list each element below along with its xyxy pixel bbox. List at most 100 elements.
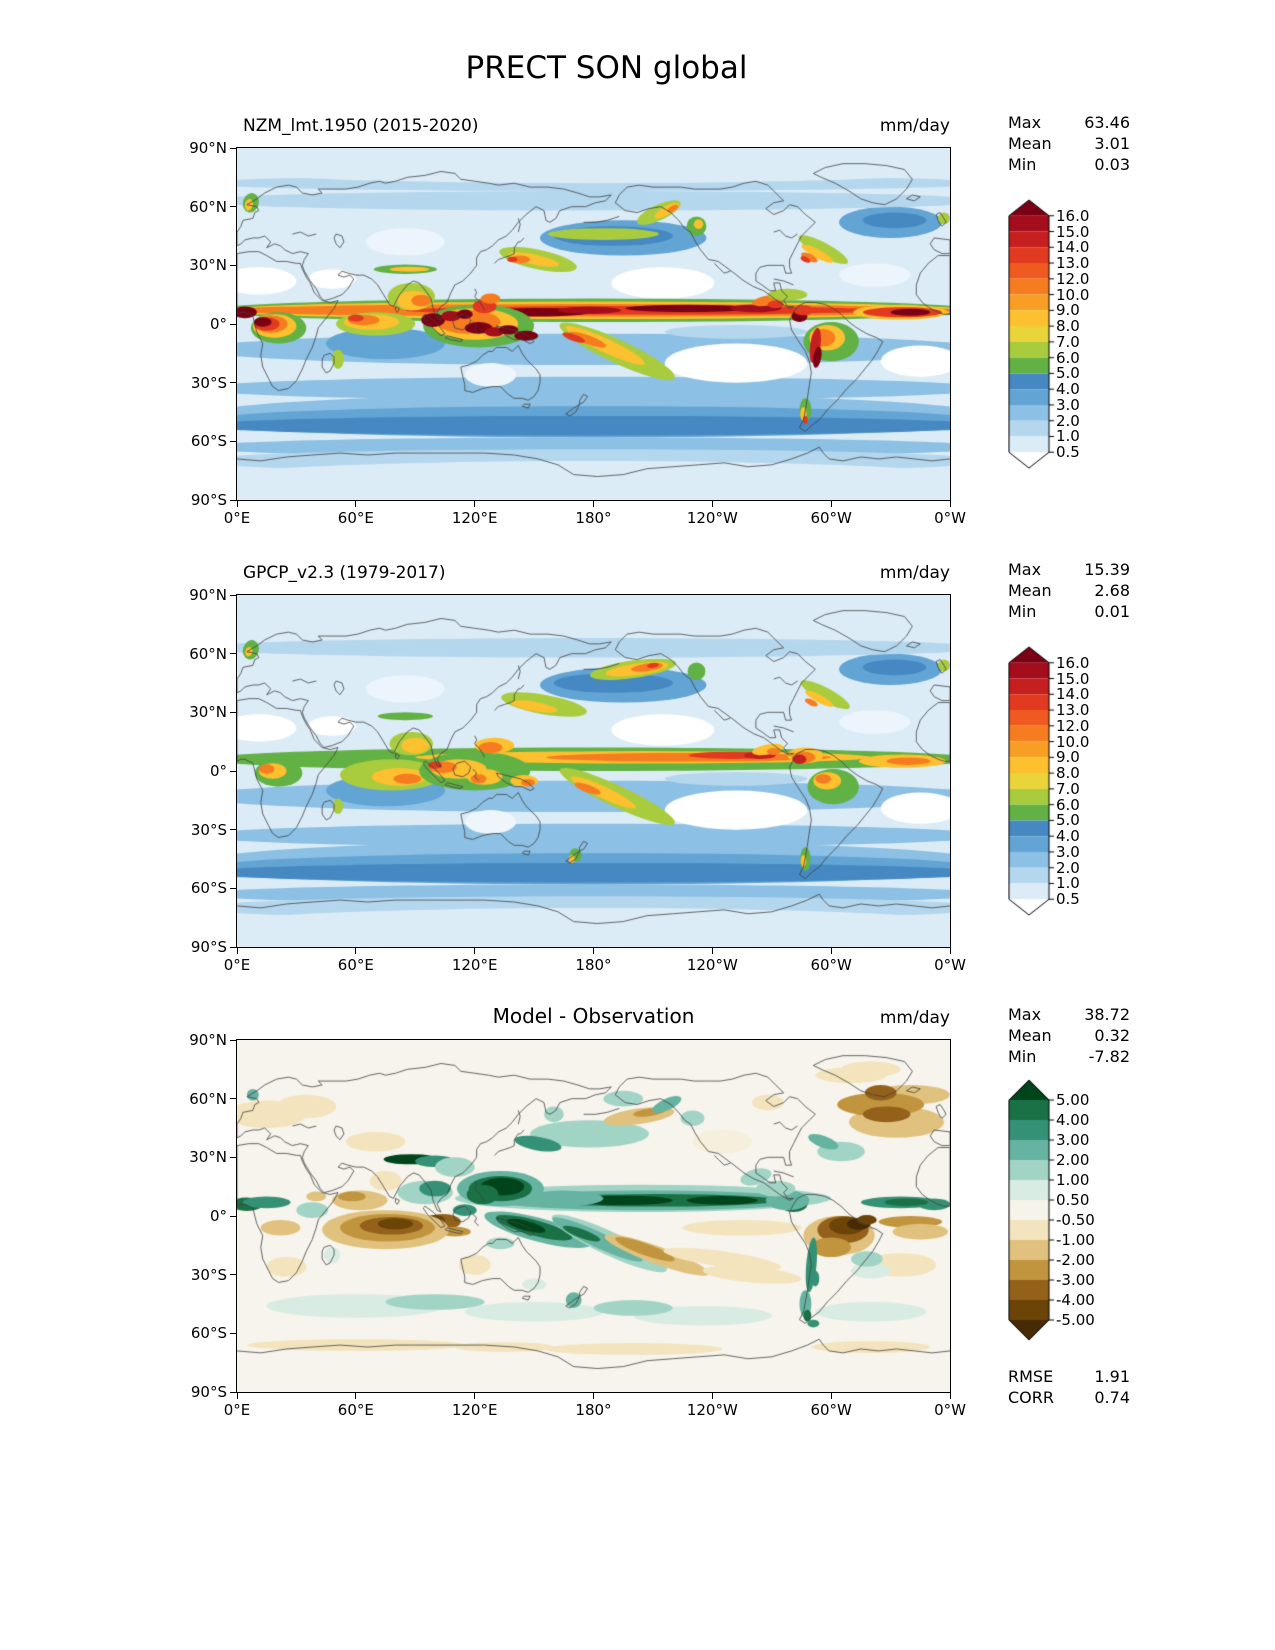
panel2-colorbar [1008, 646, 1056, 916]
y-tick-mark [230, 323, 236, 325]
colorbar-tick-label: 7.0 [1056, 332, 1080, 351]
y-tick-mark [230, 264, 236, 266]
colorbar-tick-label: 3.0 [1056, 842, 1080, 861]
x-tick-mark [593, 1393, 594, 1399]
colorbar-tick-label: 5.0 [1056, 364, 1080, 383]
x-tick-mark [949, 501, 951, 507]
y-tick-label: 0° [209, 1207, 227, 1225]
y-tick-label: 90°S [190, 1383, 227, 1401]
colorbar-tick-label: 4.0 [1056, 380, 1080, 399]
y-tick-label: 30°N [189, 1148, 227, 1167]
y-tick-mark [230, 147, 236, 149]
stat-label: Mean [1008, 581, 1052, 600]
y-tick-mark [230, 946, 236, 948]
stat-value: 0.03 [1094, 155, 1130, 174]
stat-label: RMSE [1008, 1367, 1054, 1386]
panel3-title: Model - Observation [492, 1004, 695, 1028]
x-tick-mark [949, 948, 951, 954]
colorbar-tick-label: -3.00 [1056, 1271, 1095, 1289]
y-tick-label: 60°S [190, 879, 227, 898]
y-tick-mark [230, 382, 236, 384]
colorbar-tick-label: 2.0 [1056, 858, 1080, 877]
stat-label: Max [1008, 560, 1042, 579]
x-tick-label: 180° [575, 1401, 612, 1419]
x-tick-mark [830, 948, 832, 954]
x-tick-label: 0°W [934, 1401, 966, 1419]
panel2-map-canvas [237, 595, 950, 947]
x-tick-label: 60°W [810, 509, 852, 527]
y-tick-mark [230, 1332, 236, 1334]
stat-row: RMSE 1.91 [1008, 1366, 1130, 1387]
panel1-colorbar [1008, 199, 1056, 469]
x-tick-mark [474, 1393, 476, 1399]
stat-row: Mean 3.01 [1008, 133, 1130, 154]
stat-row: Max 38.72 [1008, 1004, 1130, 1025]
x-tick-mark [355, 501, 357, 507]
x-tick-label: 0°W [934, 956, 966, 974]
colorbar-tick-label: 14.0 [1056, 685, 1090, 704]
x-tick-label: 0°E [223, 509, 251, 527]
stat-value: 0.74 [1094, 1388, 1130, 1407]
x-tick-label: 60°E [337, 1401, 374, 1419]
stat-row: Mean 0.32 [1008, 1025, 1130, 1046]
panel2-units-label: mm/day [879, 563, 950, 583]
colorbar-tick-label: 9.0 [1056, 748, 1080, 767]
stat-value: -7.82 [1088, 1047, 1130, 1066]
x-tick-label: 60°E [337, 956, 374, 974]
colorbar-tick-label: 10.0 [1056, 732, 1090, 751]
colorbar-tick-label: 0.50 [1056, 1191, 1090, 1209]
x-tick-label: 180° [575, 956, 612, 974]
panel2-stats-block: Max 15.39 Mean 2.68 Min 0.01 [1008, 559, 1130, 622]
y-tick-mark [230, 653, 236, 655]
colorbar-tick-label: 12.0 [1056, 716, 1090, 735]
y-tick-label: 30°N [189, 256, 227, 275]
stat-label: CORR [1008, 1388, 1054, 1407]
x-tick-mark [711, 501, 713, 507]
panel1-title: NZM_lmt.1950 (2015-2020) [243, 116, 479, 136]
colorbar-tick-label: 6.0 [1056, 795, 1080, 814]
x-tick-label: 60°W [810, 1401, 852, 1419]
x-tick-mark [593, 948, 594, 954]
y-tick-mark [230, 1039, 236, 1041]
stat-row: Min -7.82 [1008, 1046, 1130, 1067]
panel1-units-label: mm/day [879, 116, 950, 136]
stat-value: 0.32 [1094, 1026, 1130, 1045]
x-tick-mark [236, 501, 238, 507]
x-tick-mark [711, 948, 713, 954]
colorbar-tick-label: 0.5 [1056, 890, 1080, 909]
stat-value: 3.01 [1094, 134, 1130, 153]
colorbar-tick-label: 5.00 [1056, 1091, 1090, 1109]
y-tick-mark [230, 1274, 236, 1276]
colorbar-tick-label: 0.5 [1056, 443, 1080, 462]
colorbar-tick-label: 10.0 [1056, 285, 1090, 304]
colorbar-tick-label: 15.0 [1056, 669, 1090, 688]
colorbar-tick-label: 5.0 [1056, 811, 1080, 830]
colorbar-tick-label: 1.00 [1056, 1171, 1090, 1189]
figure-title: PRECT SON global [465, 50, 748, 86]
colorbar-tick-label: 12.0 [1056, 269, 1090, 288]
panel1-stats-block: Max 63.46 Mean 3.01 Min 0.03 [1008, 112, 1130, 175]
panel3-colorbar [1008, 1079, 1056, 1341]
y-tick-label: 30°S [190, 820, 227, 839]
colorbar-tick-label: 8.0 [1056, 317, 1080, 336]
stat-label: Max [1008, 113, 1042, 132]
colorbar-tick-label: -1.00 [1056, 1231, 1095, 1249]
x-tick-label: 0°W [934, 509, 966, 527]
y-tick-label: 90°N [189, 586, 227, 604]
y-tick-mark [230, 887, 236, 889]
y-tick-label: 90°S [190, 938, 227, 956]
colorbar-tick-label: 2.0 [1056, 411, 1080, 430]
x-tick-mark [711, 1393, 713, 1399]
colorbar-tick-label: 16.0 [1056, 206, 1090, 225]
y-tick-label: 30°S [190, 1265, 227, 1284]
x-tick-label: 120°E [451, 956, 498, 974]
y-tick-label: 90°N [189, 1031, 227, 1049]
y-tick-mark [230, 829, 236, 831]
colorbar-tick-label: -5.00 [1056, 1311, 1095, 1329]
colorbar-tick-label: 15.0 [1056, 222, 1090, 241]
y-tick-label: 0° [209, 315, 227, 333]
colorbar-tick-label: 7.0 [1056, 779, 1080, 798]
y-tick-mark [230, 1156, 236, 1158]
y-tick-label: 90°S [190, 491, 227, 509]
panel2-title: GPCP_v2.3 (1979-2017) [243, 563, 446, 583]
